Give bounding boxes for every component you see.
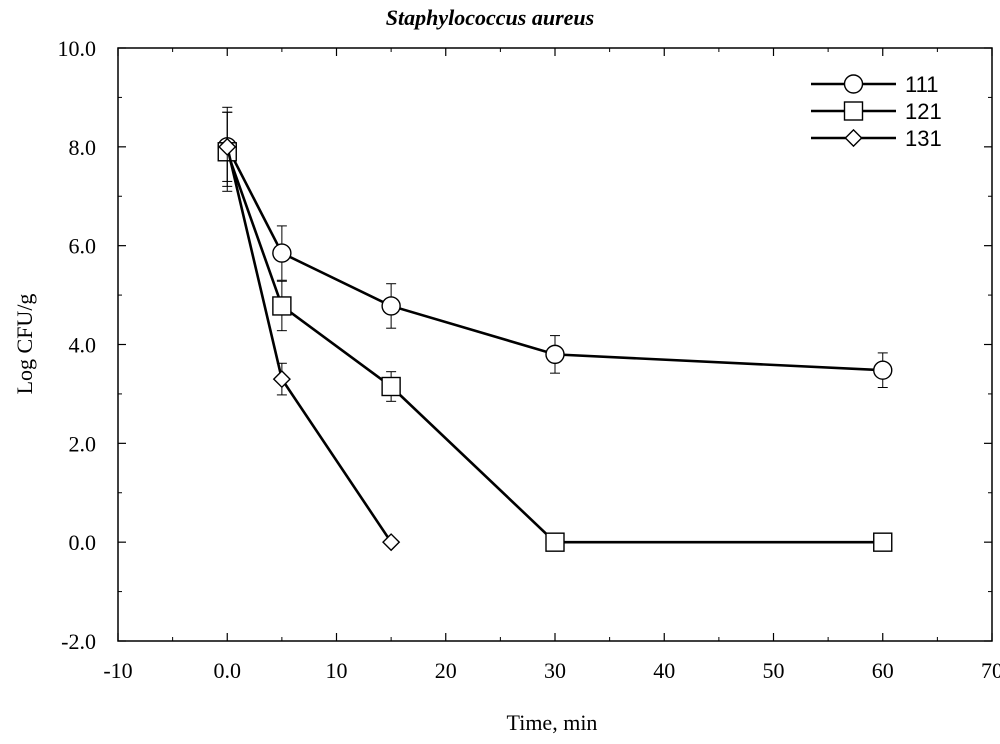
x-tick-label: 20 xyxy=(435,658,457,683)
legend-marker xyxy=(843,101,864,121)
x-tick-label: 70 xyxy=(981,658,1000,683)
y-axis-title: Log CFU/g xyxy=(12,294,37,395)
y-tick-label: 0.0 xyxy=(69,530,97,555)
data-point xyxy=(873,360,893,380)
legend-label: 131 xyxy=(905,126,942,151)
legend-label: 121 xyxy=(905,99,942,124)
y-tick-label: 8.0 xyxy=(69,135,97,160)
x-tick-labels: -10 0.0 10 20 30 40 50 60 70 xyxy=(103,658,1000,683)
x-tick-label: 0.0 xyxy=(214,658,242,683)
data-point xyxy=(272,370,291,389)
data-point xyxy=(381,376,401,397)
y-tick-label: -2.0 xyxy=(61,629,96,654)
legend-entry-111: 111 xyxy=(811,72,938,97)
chart-title: Staphylococcus aureus xyxy=(386,5,594,30)
x-tick-label: 40 xyxy=(653,658,675,683)
legend-entry-121: 121 xyxy=(811,99,942,124)
y-tick-labels: -2.0 0.0 2.0 4.0 6.0 8.0 10.0 xyxy=(58,36,97,654)
y-tick-label: 10.0 xyxy=(58,36,97,61)
series-111 xyxy=(217,106,893,388)
legend-entry-131: 131 xyxy=(811,126,942,151)
data-point xyxy=(218,137,237,156)
legend-marker xyxy=(844,128,863,148)
legend-marker xyxy=(843,74,864,94)
x-tick-label: 10 xyxy=(326,658,348,683)
series-layer xyxy=(217,106,893,552)
data-point xyxy=(382,533,401,552)
x-tick-label: 30 xyxy=(544,658,566,683)
series-line xyxy=(225,146,393,543)
x-tick-label: 50 xyxy=(763,658,785,683)
series-121 xyxy=(217,111,893,552)
legend-label: 111 xyxy=(905,72,938,97)
x-tick-label: 60 xyxy=(872,658,894,683)
axis-ticks xyxy=(117,47,993,642)
data-point xyxy=(272,296,292,316)
data-point xyxy=(381,296,401,316)
data-point xyxy=(873,532,893,552)
x-tick-label: -10 xyxy=(103,658,132,683)
data-point xyxy=(545,532,565,552)
series-131 xyxy=(218,111,401,552)
y-tick-label: 6.0 xyxy=(69,234,97,259)
x-axis-title: Time, min xyxy=(507,710,598,735)
y-tick-label: 4.0 xyxy=(69,333,97,358)
data-point xyxy=(272,243,292,263)
y-tick-label: 2.0 xyxy=(69,431,97,456)
data-point xyxy=(545,344,565,365)
